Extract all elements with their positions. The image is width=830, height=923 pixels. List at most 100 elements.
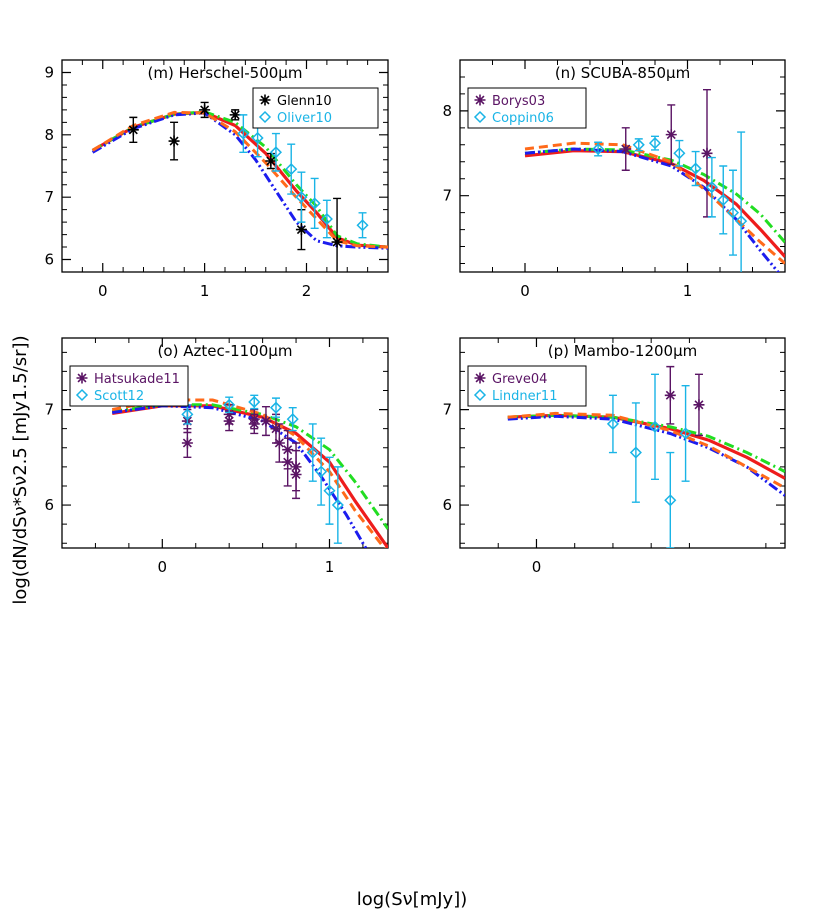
error-bar xyxy=(691,150,700,187)
x-axis-label: log(Sν[mJy]) xyxy=(357,889,468,910)
data-point-Coppin06 xyxy=(673,147,686,160)
error-bar xyxy=(681,385,690,482)
model-curve-orange-dashed xyxy=(507,411,785,490)
data-point-Borys03 xyxy=(701,147,713,159)
y-tick-label: 9 xyxy=(44,63,54,81)
panels: 0 1 2 6 7 8 9 (m) Herschel-500μm Glenn10 Oliver10… xyxy=(44,59,786,576)
data-point-Scott12 xyxy=(323,484,336,497)
error-bar xyxy=(297,171,306,223)
plot-area xyxy=(91,101,388,272)
error-bar xyxy=(675,139,684,167)
x-tick-label: 1 xyxy=(325,558,335,576)
legend-marker xyxy=(75,388,89,402)
x-tick-label: 1 xyxy=(683,282,693,300)
data-point-Scott12 xyxy=(269,401,283,414)
legend: Greve04 Lindner11 xyxy=(467,365,587,407)
data-point-Glenn10 xyxy=(199,104,211,116)
data-point-Glenn10 xyxy=(127,124,139,136)
data-point-Lindner11 xyxy=(629,446,642,459)
error-bar xyxy=(608,394,617,454)
data-point-Glenn10 xyxy=(229,109,241,121)
data-point-Coppin06 xyxy=(705,181,718,194)
panel-title: (n) SCUBA-850μm xyxy=(555,64,690,82)
data-point-Scott12 xyxy=(315,465,328,478)
legend-box xyxy=(467,365,587,407)
error-bar xyxy=(271,132,280,172)
legend-entry: Greve04 xyxy=(492,372,547,387)
y-axis-label: log(dN/dSν*Sν2.5 [mJy1.5/sr]) xyxy=(10,335,31,604)
model-curve-red-solid xyxy=(524,149,785,258)
data-point-Lindner11 xyxy=(648,420,662,433)
legend: Glenn10 Oliver10 xyxy=(252,87,379,129)
y-tick-label: 7 xyxy=(442,187,452,205)
error-bar xyxy=(239,114,248,153)
y-tick-label: 7 xyxy=(442,401,452,419)
legend-entry: Borys03 xyxy=(492,94,545,109)
legend-entry: Lindner11 xyxy=(492,389,557,404)
data-point-Borys03 xyxy=(620,143,632,155)
y-tick-label: 6 xyxy=(44,251,54,269)
x-tick-label: 0 xyxy=(520,282,530,300)
data-point-Hatsukade11 xyxy=(181,437,193,449)
data-point-Scott12 xyxy=(306,446,319,459)
data-point-Coppin06 xyxy=(592,142,605,156)
data-point-Oliver10 xyxy=(251,131,264,145)
data-point-Hatsukade11 xyxy=(248,418,260,430)
data-point-Hatsukade11 xyxy=(282,456,294,468)
error-bar xyxy=(729,169,737,256)
y-tick-label: 7 xyxy=(44,188,54,206)
data-point-Oliver10 xyxy=(356,219,369,232)
data-point-Coppin06 xyxy=(735,215,748,228)
data-point-Glenn10 xyxy=(265,155,277,167)
data-point-Hatsukade11 xyxy=(223,415,235,427)
legend-marker xyxy=(473,110,487,124)
panel-title: (p) Mambo-1200μm xyxy=(548,342,697,360)
x-tick-label: 0 xyxy=(532,558,542,576)
data-point-Oliver10 xyxy=(320,212,333,226)
data-point-Coppin06 xyxy=(717,193,730,206)
data-point-Borys03 xyxy=(665,129,677,141)
error-bar xyxy=(333,466,342,544)
legend-marker xyxy=(76,372,88,384)
data-point-Oliver10 xyxy=(308,197,321,210)
legend: Hatsukade11 Scott12 xyxy=(69,365,189,407)
model-curve-orange-dashed xyxy=(111,398,387,548)
model-curve-green-dashdot xyxy=(112,403,388,530)
data-point-Greve04 xyxy=(693,399,705,411)
x-tick-label: 0 xyxy=(98,282,108,300)
legend-box xyxy=(252,87,379,129)
data-point-Glenn10 xyxy=(331,236,343,248)
error-bar xyxy=(631,402,640,503)
panel-title: (o) Aztec-1100μm xyxy=(158,342,293,360)
data-point-Scott12 xyxy=(181,408,194,421)
error-bar xyxy=(719,165,728,235)
data-point-Scott12 xyxy=(223,398,236,411)
model-curve-blue-dashdotdot xyxy=(507,414,785,497)
data-point-Scott12 xyxy=(331,498,344,512)
plot-frame xyxy=(459,337,786,549)
data-point-Oliver10 xyxy=(269,146,282,159)
legend-entry: Oliver10 xyxy=(277,111,332,126)
plot-area xyxy=(507,365,785,548)
error-bar xyxy=(310,177,319,230)
error-bar xyxy=(325,456,334,525)
panel-title: (m) Herschel-500μm xyxy=(148,64,303,82)
legend-marker xyxy=(259,94,271,106)
legend-box xyxy=(69,365,189,407)
legend: Borys03 Coppin06 xyxy=(467,87,587,129)
legend-marker xyxy=(474,372,486,384)
data-point-Hatsukade11 xyxy=(290,469,302,480)
data-point-Hatsukade11 xyxy=(273,437,285,449)
panel-2: 0 1 6 7 (o) Aztec-1100μm Hatsukade11 Scott12 xyxy=(44,337,389,576)
y-tick-label: 6 xyxy=(442,496,452,514)
error-bar xyxy=(322,199,331,239)
error-bar xyxy=(737,131,746,272)
error-bar xyxy=(666,451,675,548)
data-point-Hatsukade11 xyxy=(260,415,272,427)
y-tick-label: 7 xyxy=(44,401,54,419)
error-bar xyxy=(651,373,659,480)
data-point-Coppin06 xyxy=(726,206,740,219)
y-tick-label: 8 xyxy=(44,126,54,144)
